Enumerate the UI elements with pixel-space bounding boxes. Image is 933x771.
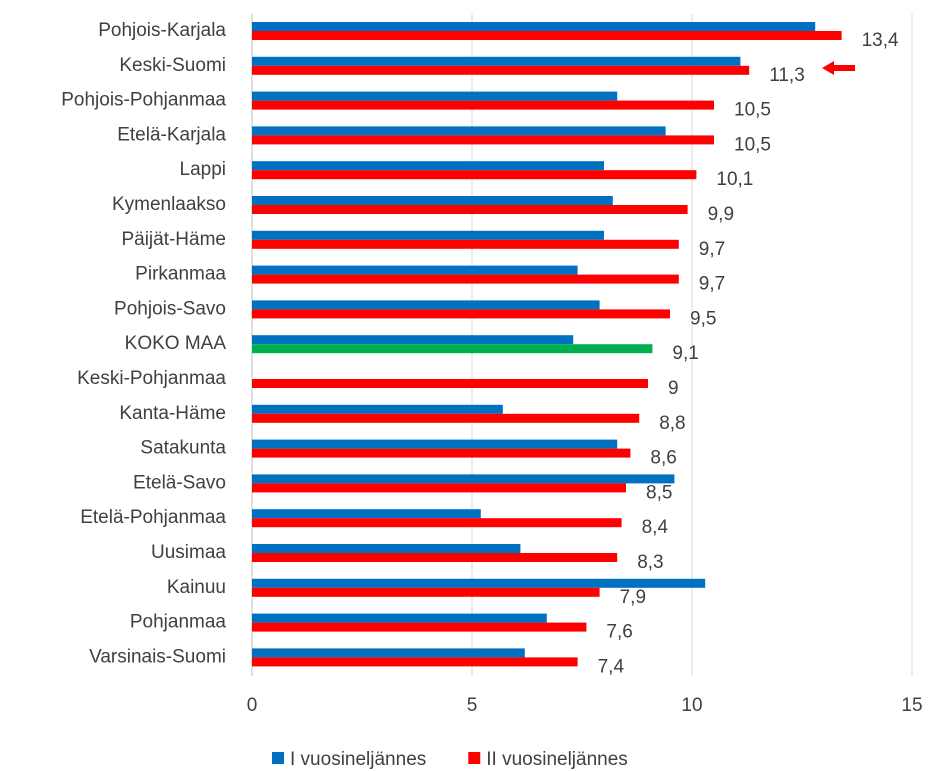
value-label: 9 [668, 378, 679, 399]
y-tick-label: Pohjois-Pohjanmaa [61, 90, 226, 111]
bar [252, 300, 600, 310]
bar [252, 239, 679, 249]
bar [252, 344, 653, 354]
value-label: 7,9 [620, 587, 646, 608]
bar [252, 170, 697, 180]
bar [252, 448, 631, 458]
x-tick-label: 0 [247, 695, 258, 716]
value-label: 8,3 [637, 552, 663, 573]
bar [252, 413, 640, 423]
value-label: 8,4 [642, 517, 669, 538]
legend-swatch [468, 752, 481, 764]
y-tick-label: Lappi [180, 159, 227, 180]
bar [252, 648, 525, 658]
value-label: 8,5 [646, 482, 672, 503]
bar [252, 161, 604, 171]
y-tick-label: Pohjois-Karjala [98, 20, 226, 41]
y-tick-label: KOKO MAA [125, 333, 227, 354]
bar [252, 91, 618, 101]
bar [252, 126, 666, 136]
bar [252, 31, 842, 40]
y-tick-label: Kainuu [167, 577, 226, 598]
bar [252, 613, 547, 623]
value-label: 10,5 [734, 134, 771, 155]
legend-swatch [272, 752, 284, 764]
bar [252, 335, 574, 345]
value-label: 7,6 [606, 622, 632, 643]
arrow-annotation [822, 61, 855, 75]
y-tick-label: Kanta-Häme [119, 403, 226, 424]
value-label: 9,7 [699, 239, 725, 260]
bar [252, 379, 648, 388]
bar [252, 22, 816, 31]
y-tick-label: Uusimaa [151, 542, 226, 563]
value-label: 8,6 [650, 448, 676, 469]
y-tick-label: Kymenlaakso [112, 194, 226, 215]
y-tick-label: Etelä-Karjala [117, 124, 226, 145]
y-tick-label: Keski-Pohjanmaa [77, 368, 226, 389]
bar [252, 518, 622, 528]
y-tick-label: Pohjois-Savo [114, 298, 226, 319]
legend-label: II vuosineljännes [486, 749, 628, 770]
y-tick-label: Etelä-Savo [133, 472, 226, 493]
bar [252, 578, 706, 588]
bar [252, 587, 600, 597]
bar [252, 509, 481, 519]
y-tick-label: Pirkanmaa [135, 264, 226, 285]
bar [252, 657, 578, 667]
value-label: 13,4 [862, 30, 899, 51]
value-label: 10,5 [734, 100, 771, 121]
bar [252, 439, 618, 449]
bar [252, 274, 679, 284]
bar [252, 205, 688, 214]
x-tick-label: 10 [681, 695, 702, 716]
bar [252, 135, 714, 145]
bar [252, 622, 587, 632]
bar [252, 196, 613, 205]
value-label: 7,4 [598, 656, 625, 677]
bar [252, 404, 503, 414]
legend-label: I vuosineljännes [290, 749, 426, 770]
value-label: 10,1 [716, 169, 753, 190]
x-tick-label: 5 [467, 695, 478, 716]
y-tick-label: Satakunta [140, 438, 226, 459]
bar [252, 265, 578, 275]
y-tick-label: Etelä-Pohjanmaa [80, 507, 226, 528]
y-tick-label: Pohjanmaa [130, 612, 227, 633]
bar [252, 65, 750, 75]
bar [252, 544, 521, 553]
y-tick-label: Keski-Suomi [119, 55, 226, 76]
bar [252, 56, 741, 66]
bar [252, 100, 714, 110]
y-tick-label: Päijät-Häme [121, 229, 226, 250]
value-label: 11,3 [769, 65, 805, 86]
value-label: 9,5 [690, 308, 716, 329]
value-label: 9,7 [699, 274, 725, 295]
bar [252, 474, 675, 484]
y-tick-label: Varsinais-Suomi [89, 646, 226, 667]
bar [252, 483, 626, 493]
value-label: 9,9 [708, 204, 734, 225]
bar [252, 553, 618, 562]
x-tick-label: 15 [901, 695, 922, 716]
value-label: 9,1 [672, 343, 698, 364]
value-label: 8,8 [659, 413, 685, 434]
bar [252, 230, 604, 240]
bar [252, 309, 670, 319]
